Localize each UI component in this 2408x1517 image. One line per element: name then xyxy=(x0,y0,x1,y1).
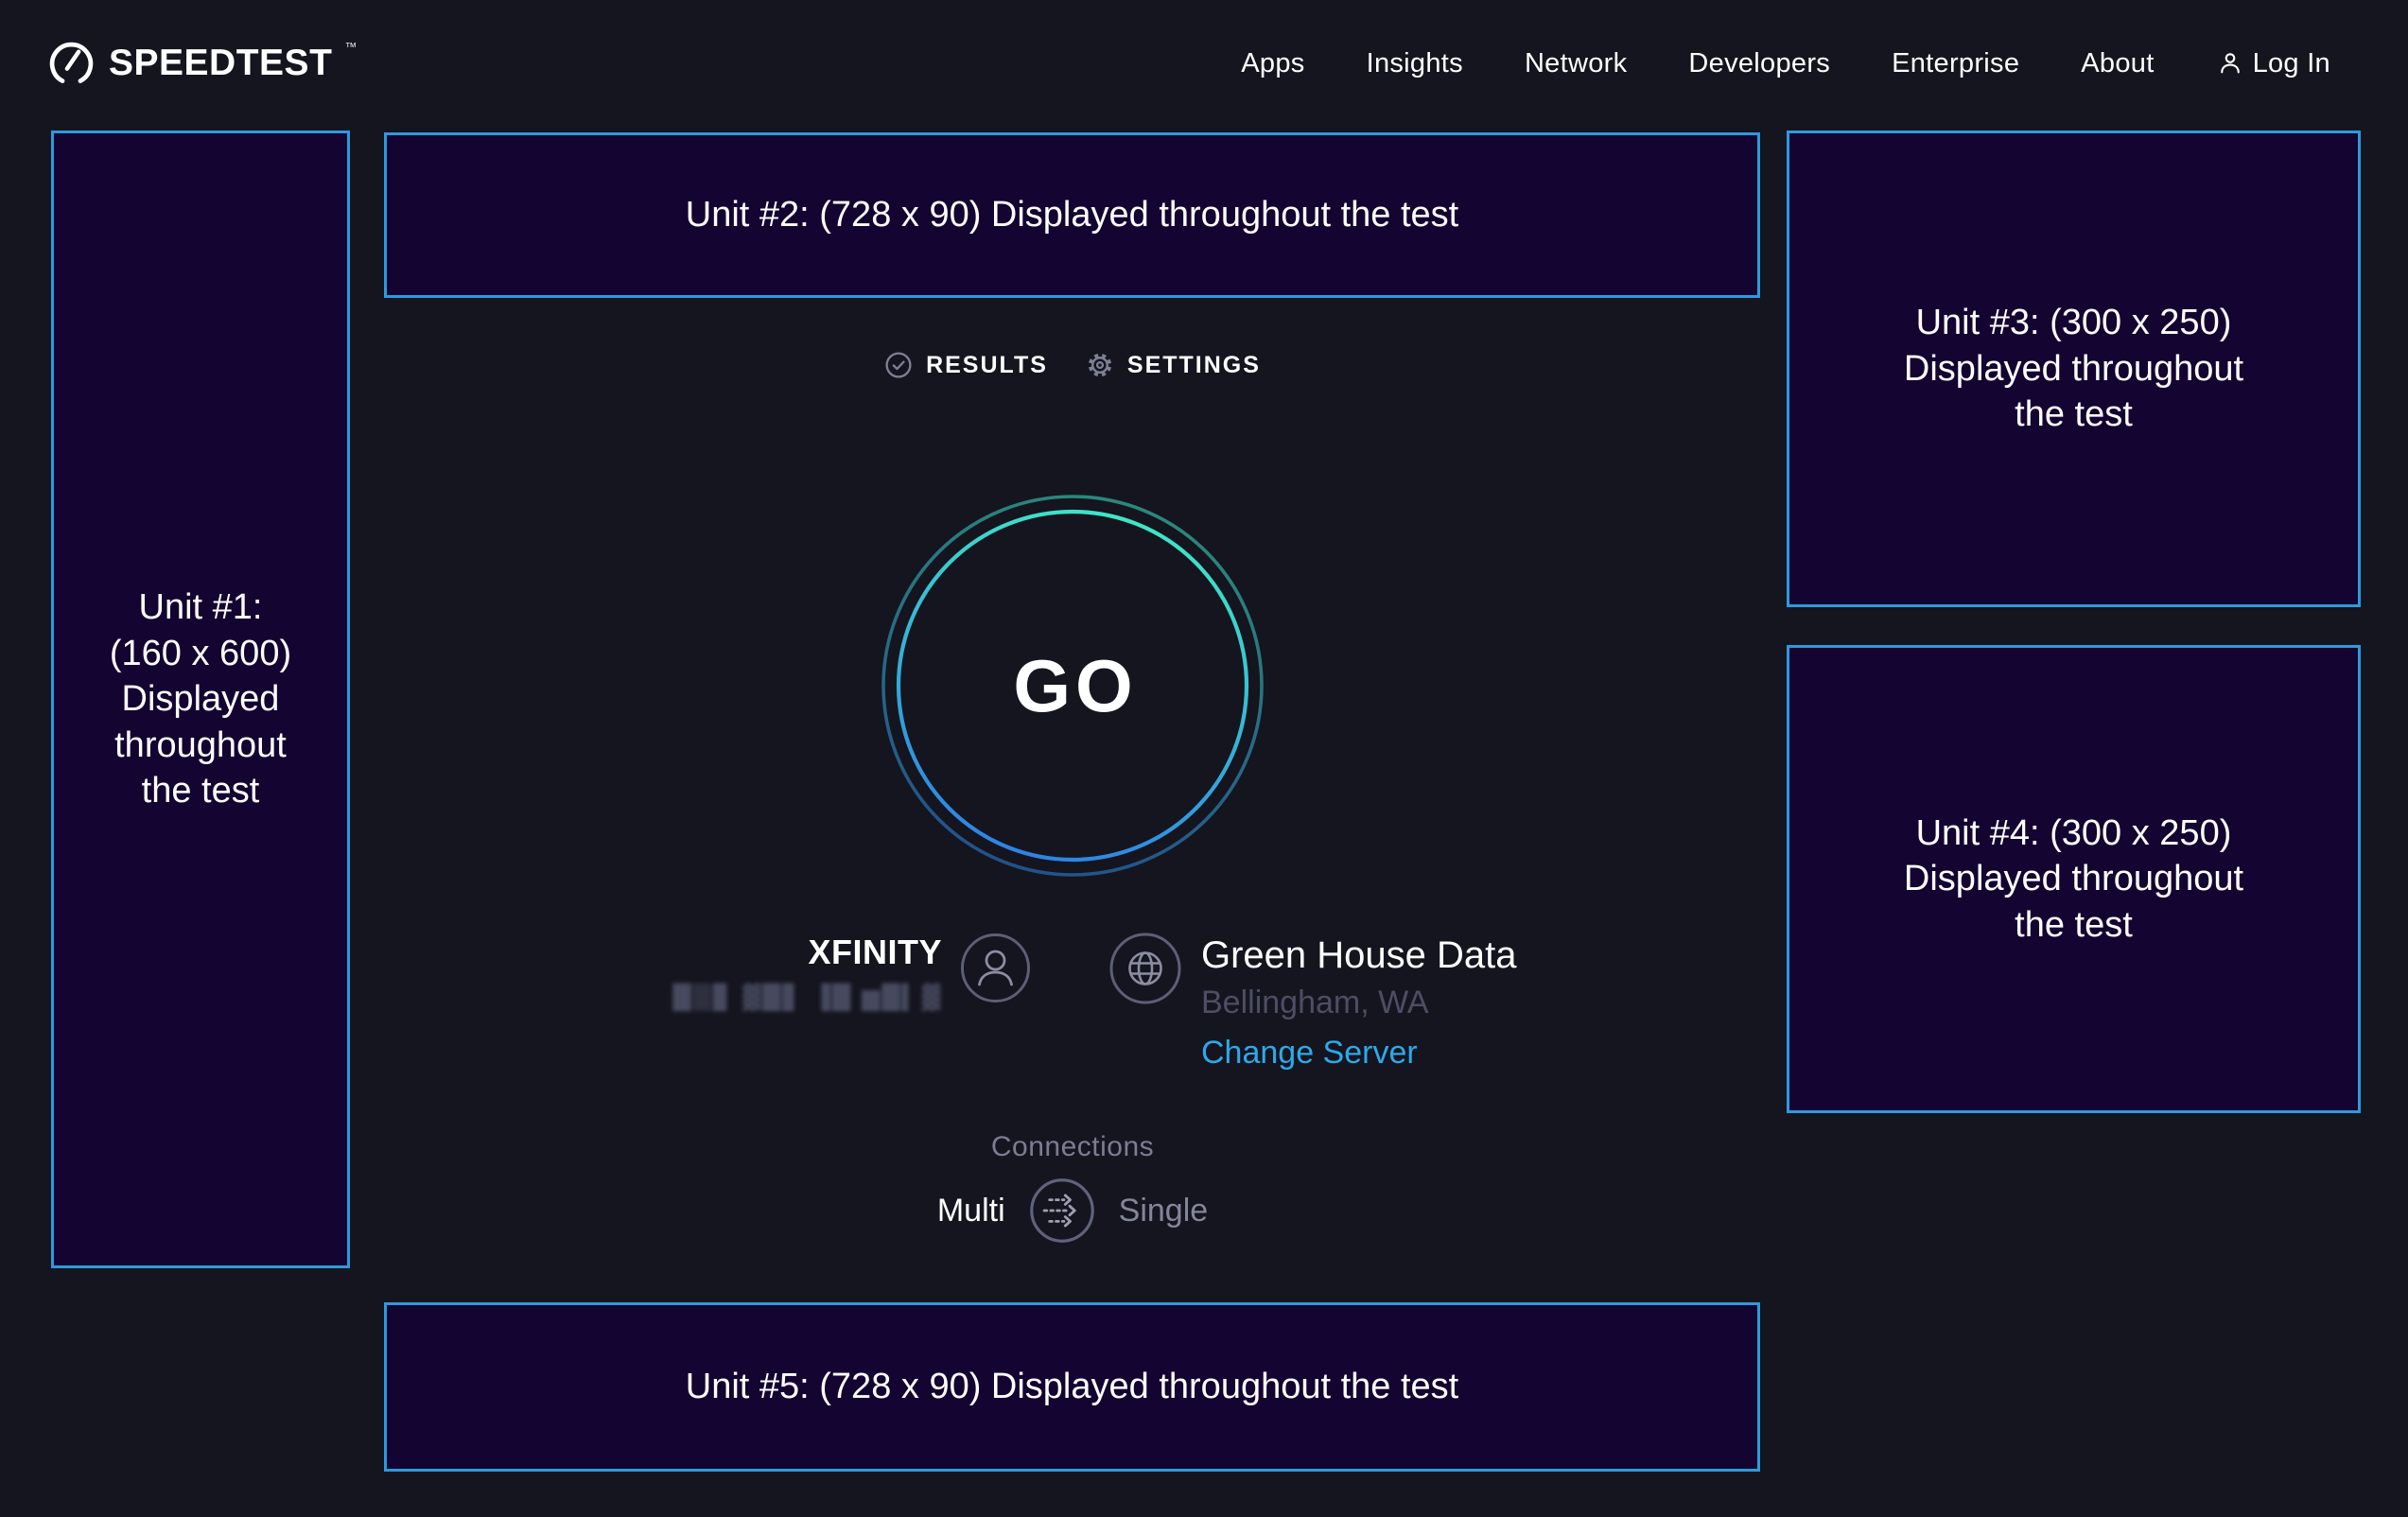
connections-row: Multi Single xyxy=(883,1177,1262,1245)
ad-unit-3-text: Unit #3: (300 x 250) Displayed throughou… xyxy=(1903,303,2244,435)
login-link[interactable]: Log In xyxy=(2216,48,2330,79)
tab-settings[interactable]: SETTINGS xyxy=(1086,351,1261,379)
change-server-link[interactable]: Change Server xyxy=(1201,1034,1418,1071)
connections-section: Connections Multi Single xyxy=(883,1131,1262,1245)
go-gradient-rings xyxy=(881,495,1264,877)
tab-settings-label: SETTINGS xyxy=(1126,351,1261,378)
go-button[interactable]: GO xyxy=(879,492,1266,880)
check-circle-icon xyxy=(885,352,912,378)
isp-block: XFINITY █▒▊ ▓█▋ ▐█ ▆█▍▓ xyxy=(672,933,942,1011)
host-info-row: XFINITY █▒▊ ▓█▋ ▐█ ▆█▍▓ Green House Data… xyxy=(672,917,1589,1088)
isp-name: XFINITY xyxy=(808,933,942,971)
nav-item-developers[interactable]: Developers xyxy=(1688,47,1831,78)
ad-unit-5-text: Unit #5: (728 x 90) Displayed throughout… xyxy=(685,1367,1459,1407)
logo-wordmark: SPEEDTEST xyxy=(109,43,333,83)
person-icon xyxy=(2220,53,2240,74)
ad-unit-1-text: Unit #1: (160 x 600) Displayed throughou… xyxy=(109,586,292,811)
speedtest-gauge-icon xyxy=(49,42,94,83)
gear-icon xyxy=(1088,353,1112,377)
top-nav-bar: SPEEDTEST ™ Apps Insights Network Develo… xyxy=(0,0,2408,127)
server-name: Green House Data xyxy=(1201,934,1517,976)
logo-trademark: ™ xyxy=(344,40,358,54)
tab-results[interactable]: RESULTS xyxy=(884,351,1048,379)
go-label: GO xyxy=(1013,643,1138,727)
ad-unit-1-skyscraper[interactable]: Unit #1: (160 x 600) Displayed throughou… xyxy=(51,131,350,1268)
user-circle-icon[interactable] xyxy=(960,933,1031,1003)
connections-title: Connections xyxy=(990,1131,1155,1162)
multi-connection-toggle-icon[interactable] xyxy=(1028,1177,1096,1245)
connections-multi-option[interactable]: Multi xyxy=(936,1192,1005,1229)
nav-item-enterprise[interactable]: Enterprise xyxy=(1892,47,2020,78)
speedtest-logo[interactable]: SPEEDTEST ™ xyxy=(46,38,357,89)
nav-item-network[interactable]: Network xyxy=(1524,47,1628,78)
nav-item-apps[interactable]: Apps xyxy=(1241,47,1305,78)
tab-results-label: RESULTS xyxy=(926,351,1048,378)
tabs-row: RESULTS SETTINGS xyxy=(879,351,1266,379)
ad-unit-5-leaderboard[interactable]: Unit #5: (728 x 90) Displayed throughout… xyxy=(384,1302,1760,1472)
nav-item-about[interactable]: About xyxy=(2081,47,2155,78)
ad-unit-2-text: Unit #2: (728 x 90) Displayed throughout… xyxy=(685,195,1459,235)
ad-unit-4-text: Unit #4: (300 x 250) Displayed throughou… xyxy=(1903,812,2244,945)
ad-unit-3-rectangle[interactable]: Unit #3: (300 x 250) Displayed throughou… xyxy=(1787,131,2361,607)
server-location: Bellingham, WA xyxy=(1201,985,1429,1020)
connections-single-option[interactable]: Single xyxy=(1118,1192,1209,1229)
ad-unit-4-rectangle[interactable]: Unit #4: (300 x 250) Displayed throughou… xyxy=(1787,645,2361,1113)
nav-item-insights[interactable]: Insights xyxy=(1366,47,1463,78)
ad-unit-2-leaderboard[interactable]: Unit #2: (728 x 90) Displayed throughout… xyxy=(384,132,1760,298)
isp-masked-address: █▒▊ ▓█▋ ▐█ ▆█▍▓ xyxy=(672,984,942,1011)
globe-circle-icon[interactable] xyxy=(1108,932,1182,1005)
main-nav: Apps Insights Network Developers Enterpr… xyxy=(1241,48,2330,79)
login-label: Log In xyxy=(2252,47,2330,78)
server-block: Green House Data Bellingham, WA Change S… xyxy=(1201,933,1517,1072)
